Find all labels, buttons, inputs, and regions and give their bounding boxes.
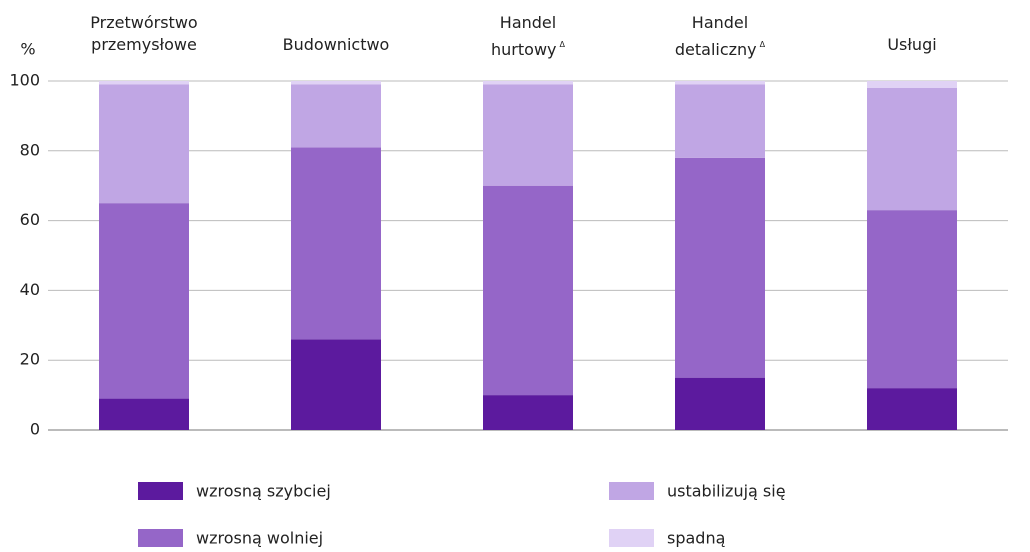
- x-tick-label: Handel detaliczny Δ: [674, 13, 766, 59]
- bar-segment: [867, 388, 957, 430]
- bar-segment: [99, 81, 189, 85]
- y-axis-label: %: [20, 40, 35, 59]
- legend-swatch: [609, 482, 654, 500]
- bar-segment: [99, 203, 189, 399]
- bar-segment: [291, 147, 381, 340]
- bar-segment: [675, 81, 765, 85]
- legend-label: wzrosną szybciej: [196, 482, 331, 501]
- legend-swatch: [138, 529, 183, 547]
- bar-segment: [291, 81, 381, 85]
- category-note-mark: Δ: [559, 40, 565, 49]
- category-note-mark: Δ: [759, 40, 766, 49]
- legend-label: spadną: [667, 529, 725, 548]
- bar-segment: [675, 377, 765, 430]
- bar-segment: [483, 185, 573, 396]
- x-tick-label: Budownictwo: [282, 35, 390, 54]
- legend-swatch: [609, 529, 654, 547]
- y-tick-label: 60: [20, 210, 40, 229]
- y-tick-label: 0: [30, 420, 40, 439]
- y-tick-label: 20: [20, 350, 40, 369]
- x-tick-label: Handel hurtowy Δ: [491, 13, 565, 59]
- y-tick-label: 40: [20, 280, 40, 299]
- legend-label: ustabilizują się: [667, 482, 786, 501]
- y-tick-label: 100: [9, 71, 40, 90]
- bar-segment: [675, 157, 765, 378]
- bar-segment: [483, 395, 573, 430]
- legend-label: wzrosną wolniej: [196, 529, 323, 548]
- y-tick-label: 80: [20, 140, 40, 159]
- bar-segment: [99, 398, 189, 430]
- legend-swatch: [138, 482, 183, 500]
- x-tick-label: Przetwórstwo przemysłowe: [90, 13, 198, 54]
- x-tick-label: Usługi: [887, 35, 937, 54]
- bar-segment: [99, 84, 189, 204]
- bar-segment: [675, 84, 765, 158]
- bar-segment: [483, 81, 573, 85]
- bar-segment: [291, 339, 381, 430]
- bar-segment: [483, 84, 573, 186]
- bar-segment: [867, 210, 957, 389]
- bar-segment: [867, 87, 957, 211]
- bar-segment: [291, 84, 381, 148]
- bar-segment: [867, 81, 957, 88]
